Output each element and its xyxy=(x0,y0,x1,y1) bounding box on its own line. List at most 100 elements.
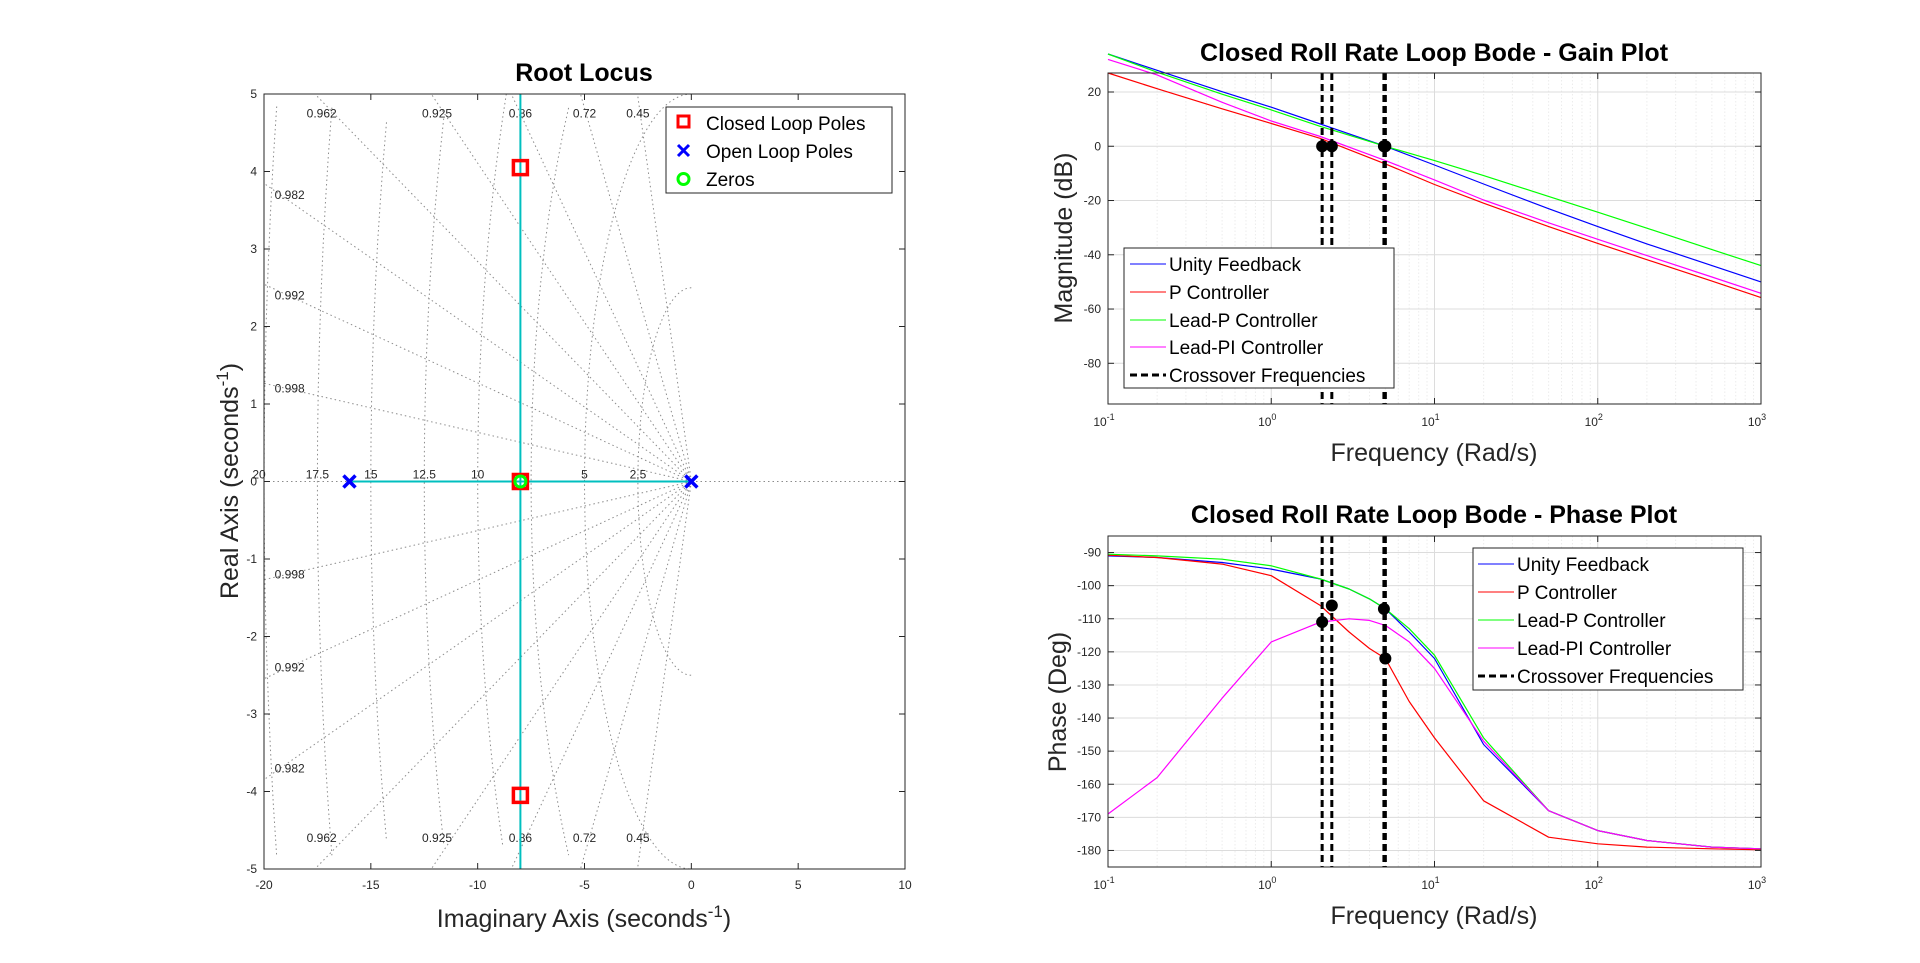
x-tick-label: -15 xyxy=(362,878,380,892)
bode-gain-title: Closed Roll Rate Loop Bode - Gain Plot xyxy=(1200,39,1669,67)
zero-marker xyxy=(513,474,528,489)
damping-ray xyxy=(263,283,692,482)
closed-loop-pole-marker xyxy=(511,786,530,805)
bode-gain-legend-unity: Unity Feedback xyxy=(1169,255,1302,276)
y-tick-label: 5 xyxy=(250,87,257,101)
x-tick-exponent: 2 xyxy=(1598,412,1603,422)
x-tick-exponent: 3 xyxy=(1761,412,1766,422)
bode-phase-legend-unity: Unity Feedback xyxy=(1517,555,1650,576)
crossover-point xyxy=(1325,140,1338,153)
y-tick-label: -80 xyxy=(1084,356,1102,370)
legend-open-loop-poles-marker xyxy=(676,143,691,158)
y-tick-label: -130 xyxy=(1077,678,1101,692)
series-line-p-controller xyxy=(1107,554,1762,851)
crossover-point xyxy=(1377,602,1390,615)
root-locus-markers xyxy=(342,158,699,805)
root-locus-ylabel-sup: -1 xyxy=(213,371,232,386)
bode-phase-legend: Unity Feedback P Controller Lead-P Contr… xyxy=(1472,547,1744,691)
root-locus-ylabel-text: Real Axis (seconds xyxy=(216,386,244,599)
y-tick-label: -60 xyxy=(1084,302,1102,316)
root-locus-xlabel: Imaginary Axis (seconds-1) xyxy=(437,902,731,933)
y-tick-label: -2 xyxy=(246,630,257,644)
y-tick-label: -40 xyxy=(1084,248,1102,262)
x-tick-label: -10 xyxy=(469,878,487,892)
x-tick-label: 101 xyxy=(1421,875,1439,892)
bode-phase-legend-p: P Controller xyxy=(1517,583,1618,604)
damping-ray xyxy=(263,481,692,581)
bode-phase-xlabel: Frequency (Rad/s) xyxy=(1330,902,1537,930)
bode-phase-title: Closed Roll Rate Loop Bode - Phase Plot xyxy=(1191,501,1678,529)
legend-closed-loop-poles: Closed Loop Poles xyxy=(706,114,866,135)
damping-label-top: 0.925 xyxy=(422,106,452,120)
y-tick-label: -110 xyxy=(1078,612,1101,626)
series-line-lead-pi-controller xyxy=(1107,618,1762,850)
y-tick-label: -4 xyxy=(246,785,257,799)
y-tick-label: 2 xyxy=(250,320,257,334)
x-tick-exponent: -1 xyxy=(1107,412,1115,422)
y-tick-label: -3 xyxy=(246,707,257,721)
damping-label-top: 0.962 xyxy=(307,106,337,120)
legend-closed-loop-poles-marker xyxy=(676,114,691,129)
y-tick-label: -120 xyxy=(1077,645,1101,659)
x-tick-label: -5 xyxy=(579,878,590,892)
legend-zeros-marker xyxy=(676,172,691,186)
root-locus-xlabel-sup: -1 xyxy=(708,902,723,921)
crossover-point xyxy=(1325,599,1338,612)
x-tick-exponent: -1 xyxy=(1107,875,1115,885)
wn-arc xyxy=(423,118,445,845)
legend-zeros: Zeros xyxy=(706,170,755,191)
y-tick-label: -140 xyxy=(1077,711,1101,725)
bode-phase-crossovers xyxy=(1316,536,1392,867)
y-tick-label: -100 xyxy=(1077,579,1101,593)
x-tick-label: 103 xyxy=(1748,875,1766,892)
bode-gain-legend-box xyxy=(1123,247,1395,389)
damping-ray xyxy=(510,481,692,870)
damping-ray xyxy=(263,182,692,482)
x-tick-label: 102 xyxy=(1585,875,1603,892)
root-locus-xlabel-tail: ) xyxy=(723,905,731,933)
y-tick-label: 20 xyxy=(1088,85,1102,99)
damping-side-label-top: 0.982 xyxy=(275,188,305,202)
root-locus-ylabel-tail: ) xyxy=(216,363,244,371)
legend-open-loop-poles: Open Loop Poles xyxy=(706,142,853,163)
crossover-point xyxy=(1379,140,1392,153)
damping-ray xyxy=(314,481,692,870)
damping-ray xyxy=(430,481,692,870)
y-tick-label: 0 xyxy=(250,475,257,489)
x-tick-exponent: 2 xyxy=(1598,875,1603,885)
y-tick-label: 4 xyxy=(250,165,257,179)
bode-gain-legend-p: P Controller xyxy=(1169,283,1270,304)
bode-gain-legend: Unity Feedback P Controller Lead-P Contr… xyxy=(1123,247,1395,389)
x-tick-label: 101 xyxy=(1421,412,1439,429)
x-tick-label: 102 xyxy=(1585,412,1603,429)
x-tick-exponent: 1 xyxy=(1435,875,1440,885)
bode-phase-legend-crossover: Crossover Frequencies xyxy=(1517,667,1713,688)
x-tick-exponent: 1 xyxy=(1435,412,1440,422)
y-tick-label: 0 xyxy=(1094,139,1101,153)
series-line-p-controller xyxy=(1107,72,1762,299)
damping-ray xyxy=(430,93,692,482)
wn-label: 12.5 xyxy=(413,468,437,482)
x-tick-exponent: 0 xyxy=(1271,875,1276,885)
bode-phase-legend-leadpi: Lead-PI Controller xyxy=(1517,639,1672,660)
open-loop-pole-marker xyxy=(342,474,357,489)
series-line-unity-feedback xyxy=(1107,53,1762,283)
damping-label-bottom: 0.72 xyxy=(573,831,597,845)
y-tick-label: 1 xyxy=(250,397,257,411)
root-locus-legend: Closed Loop Poles Open Loop Poles Zeros xyxy=(665,106,893,194)
x-tick-label: 100 xyxy=(1258,875,1276,892)
y-tick-label: -160 xyxy=(1077,777,1101,791)
x-tick-label: 10-1 xyxy=(1093,875,1114,892)
damping-side-label-top: 0.998 xyxy=(275,382,305,396)
crossover-point xyxy=(1316,140,1329,153)
y-tick-label: -20 xyxy=(1084,194,1102,208)
x-tick-label: 0 xyxy=(688,878,695,892)
bode-gain-ylabel: Magnitude (dB) xyxy=(1050,153,1078,324)
damping-ray xyxy=(314,93,692,482)
bode-phase-grid xyxy=(1107,536,1761,867)
root-locus-xlabel-text: Imaginary Axis (seconds xyxy=(437,905,708,933)
x-tick-label: 103 xyxy=(1748,412,1766,429)
